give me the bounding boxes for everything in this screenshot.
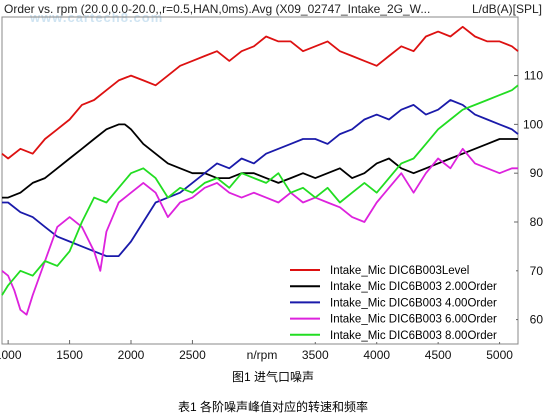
x-tick-label: 1500	[56, 348, 83, 362]
x-tick-label: 2500	[179, 348, 206, 362]
unit-label: L/dB(A)[SPL]	[472, 2, 542, 16]
table-caption: 表1 各阶噪声峰值对应的转速和频率	[177, 400, 368, 414]
y-tick-label: 110	[524, 69, 543, 83]
legend: Intake_Mic DIC6B003Level Intake_Mic DIC6B…	[282, 258, 516, 342]
series-line-order4	[2, 99, 519, 258]
series-line-level	[1, 25, 519, 160]
series-layer	[1, 25, 519, 316]
figure-caption: 图1 进气口噪声	[231, 370, 314, 384]
ticks-layer: 1000 1500 2000 2500 3500 4000 4500 5000 60 70 80 90…	[0, 69, 543, 362]
legend-label-order2: Intake_Mic DIC6B003 2.00Order	[330, 281, 497, 293]
plot-frame	[1, 16, 519, 345]
legend-label-order4: Intake_Mic DIC6B003 4.00Order	[330, 297, 497, 309]
legend-label-level: Intake_Mic DIC6B003Level	[330, 265, 469, 277]
series-line-order2	[2, 123, 518, 199]
x-tick-label: 4500	[425, 348, 452, 362]
legend-label-order6: Intake_Mic DIC6B003 6.00Order	[330, 314, 497, 326]
x-tick-label: 5000	[486, 348, 513, 362]
x-tick-label: 1000	[0, 348, 22, 362]
y-tick-label: 60	[530, 313, 544, 327]
x-tick-label: 2000	[118, 348, 145, 362]
chart-title: Order vs. rpm (20.0,0.0-20.0,,r=0.5,HAN,…	[4, 2, 430, 16]
x-axis-label: n/rpm	[247, 348, 278, 362]
y-tick-label: 100	[523, 117, 543, 131]
y-tick-label: 90	[530, 166, 544, 180]
legend-background	[282, 258, 516, 342]
y-tick-label: 80	[530, 215, 544, 229]
x-tick-label: 4000	[363, 348, 390, 362]
legend-label-order8: Intake_Mic DIC6B003 8.00Order	[330, 330, 497, 342]
series-line-order6	[1, 147, 518, 316]
x-tick-label: 3500	[302, 348, 329, 362]
y-tick-label: 70	[530, 264, 544, 278]
series-line-order8	[1, 84, 519, 296]
